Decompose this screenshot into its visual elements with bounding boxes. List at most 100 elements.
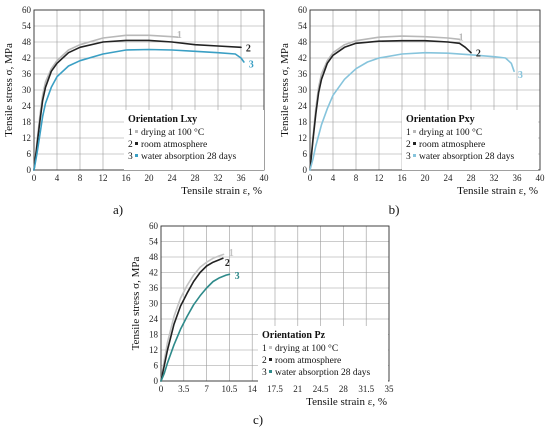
y-tick-label: 12 [22, 133, 31, 143]
y-tick-label: 6 [154, 361, 159, 371]
y-tick-label: 24 [298, 101, 308, 111]
series-line-2 [160, 257, 224, 382]
curve-label: 2 [225, 258, 230, 269]
x-axis-label: Tensile strain ε, % [181, 185, 262, 197]
y-tick-label: 60 [22, 5, 32, 15]
x-tick-label: 24 [168, 173, 178, 183]
x-tick-label: 0 [32, 173, 37, 183]
legend-box [258, 326, 388, 382]
x-axis-label: Tensile strain ε, % [306, 396, 387, 408]
y-tick-label: 6 [27, 149, 32, 159]
x-tick-label: 21 [293, 384, 302, 394]
y-tick-label: 42 [149, 268, 158, 278]
legend-entry-number: 1 [406, 128, 411, 138]
x-tick-label: 7 [204, 384, 209, 394]
legend-entry-number: 3 [406, 152, 411, 162]
y-tick-label: 42 [22, 53, 31, 63]
y-tick-label: 36 [298, 69, 308, 79]
curve-label: 3 [235, 271, 240, 282]
y-tick-label: 48 [22, 37, 32, 47]
curve-label: 1 [459, 33, 464, 44]
legend-entry-number: 1 [128, 128, 133, 138]
series-line-3 [309, 51, 515, 171]
x-tick-label: 20 [145, 173, 155, 183]
series-line-2 [309, 39, 472, 171]
x-tick-label: 0 [308, 173, 313, 183]
panel-label: b) [389, 202, 400, 217]
legend-marker [269, 358, 272, 361]
x-tick-label: 3.5 [178, 384, 190, 394]
legend-title: Orientation Pxy [406, 114, 475, 125]
x-tick-label: 4 [331, 173, 336, 183]
x-tick-label: 16 [122, 173, 132, 183]
legend-entry-number: 2 [262, 356, 267, 366]
curve-label: 1 [177, 30, 182, 41]
legend-entry-number: 1 [262, 344, 267, 354]
x-tick-label: 24 [444, 173, 454, 183]
y-tick-label: 0 [303, 165, 308, 175]
curve-label: 2 [246, 43, 251, 54]
x-tick-label: 0 [159, 384, 164, 394]
y-tick-label: 12 [298, 133, 307, 143]
series-line-2 [33, 39, 242, 171]
curve-label: 3 [518, 70, 523, 81]
legend-entry-number: 2 [406, 140, 411, 150]
chart-panel-a: 0 4 8 12 16 20 24 28 32 36 4006121824303642485460T… [3, 5, 269, 217]
legend-marker [269, 346, 272, 349]
x-tick-label: 31.5 [358, 384, 374, 394]
y-tick-label: 30 [298, 85, 308, 95]
legend-marker [413, 142, 416, 145]
legend-entry-text: room atmosphere [275, 356, 341, 366]
legend-marker [269, 370, 272, 373]
legend-entry-text: drying at 100 °C [419, 127, 482, 138]
x-tick-label: 8 [78, 173, 83, 183]
y-tick-label: 48 [298, 37, 308, 47]
x-tick-label: 36 [513, 173, 523, 183]
x-tick-label: 32 [214, 173, 223, 183]
x-tick-label: 4 [55, 173, 60, 183]
legend-entry-number: 3 [262, 368, 267, 378]
legend-entry-text: water absorption 28 days [141, 152, 237, 162]
y-tick-label: 24 [149, 314, 159, 324]
y-tick-label: 18 [149, 330, 159, 340]
legend-box [124, 110, 264, 170]
x-tick-label: 24.5 [313, 384, 329, 394]
x-tick-label: 20 [421, 173, 431, 183]
y-tick-label: 18 [298, 117, 308, 127]
legend-entry-text: drying at 100 °C [275, 343, 338, 354]
y-axis-label: Tensile stress σ, MPa [130, 257, 142, 351]
y-tick-label: 6 [303, 149, 308, 159]
legend-entry-text: water absorption 28 days [419, 152, 515, 162]
x-tick-label: 8 [354, 173, 359, 183]
panel-label: a) [113, 202, 123, 217]
y-tick-label: 12 [149, 345, 158, 355]
y-tick-label: 36 [22, 69, 32, 79]
x-tick-label: 12 [99, 173, 108, 183]
x-tick-label: 36 [237, 173, 247, 183]
legend-entry-text: room atmosphere [419, 140, 485, 150]
curve-label: 1 [229, 248, 234, 259]
curve-label: 2 [476, 49, 481, 60]
legend-entry-text: water absorption 28 days [275, 368, 371, 378]
x-tick-label: 40 [260, 173, 270, 183]
legend-title: Orientation Pz [262, 330, 326, 341]
panel-label: c) [253, 412, 263, 427]
series-line-3 [160, 273, 231, 382]
chart-panel-b: 0 4 8 12 16 20 24 28 32 36 4006121824303642485460T… [279, 5, 545, 217]
y-tick-label: 0 [27, 165, 32, 175]
y-tick-label: 60 [298, 5, 308, 15]
y-tick-label: 54 [22, 21, 32, 31]
legend-box [402, 110, 538, 170]
legend-title: Orientation Lxy [128, 114, 197, 125]
y-tick-label: 30 [149, 299, 159, 309]
legend-entry-number: 2 [128, 140, 133, 150]
legend-entry-text: drying at 100 °C [141, 127, 204, 138]
curve-label: 3 [249, 59, 254, 70]
y-tick-label: 54 [149, 237, 159, 247]
y-tick-label: 36 [149, 283, 159, 293]
legend-marker [135, 130, 138, 133]
x-tick-label: 35 [385, 384, 395, 394]
y-tick-label: 48 [149, 252, 159, 262]
series-line-1 [160, 253, 225, 382]
